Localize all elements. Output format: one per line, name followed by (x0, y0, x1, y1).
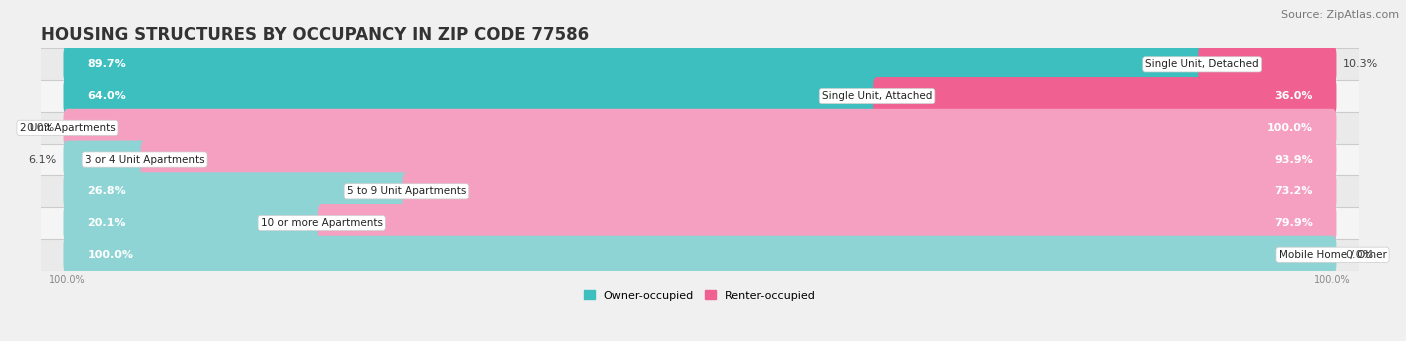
Bar (41, 48, 1358, 80)
Bar (41, 239, 1358, 271)
Bar (41, 175, 1358, 207)
FancyBboxPatch shape (63, 140, 149, 179)
Text: 6.1%: 6.1% (28, 154, 56, 165)
Text: 3 or 4 Unit Apartments: 3 or 4 Unit Apartments (84, 154, 204, 165)
Text: 10.3%: 10.3% (1343, 59, 1378, 69)
Text: 0.0%: 0.0% (25, 123, 55, 133)
Text: 64.0%: 64.0% (87, 91, 127, 101)
Text: 20.1%: 20.1% (87, 218, 125, 228)
Text: 10 or more Apartments: 10 or more Apartments (260, 218, 382, 228)
FancyBboxPatch shape (63, 77, 882, 115)
Bar (41, 144, 1358, 175)
FancyBboxPatch shape (63, 236, 1337, 274)
Text: HOUSING STRUCTURES BY OCCUPANCY IN ZIP CODE 77586: HOUSING STRUCTURES BY OCCUPANCY IN ZIP C… (41, 26, 589, 44)
FancyBboxPatch shape (63, 45, 1206, 84)
Text: 73.2%: 73.2% (1274, 186, 1313, 196)
Text: Mobile Home / Other: Mobile Home / Other (1278, 250, 1386, 260)
FancyBboxPatch shape (141, 140, 1337, 179)
FancyBboxPatch shape (873, 77, 1337, 115)
Legend: Owner-occupied, Renter-occupied: Owner-occupied, Renter-occupied (579, 286, 821, 305)
Bar (41, 80, 1358, 112)
Text: 93.9%: 93.9% (1274, 154, 1313, 165)
Text: 100.0%: 100.0% (87, 250, 134, 260)
FancyBboxPatch shape (1198, 45, 1337, 84)
Bar (41, 207, 1358, 239)
Text: Source: ZipAtlas.com: Source: ZipAtlas.com (1281, 10, 1399, 20)
Text: 79.9%: 79.9% (1274, 218, 1313, 228)
FancyBboxPatch shape (63, 109, 1337, 147)
Text: 0.0%: 0.0% (1346, 250, 1374, 260)
Text: Single Unit, Detached: Single Unit, Detached (1146, 59, 1258, 69)
FancyBboxPatch shape (63, 204, 326, 242)
Text: 100.0%: 100.0% (1267, 123, 1313, 133)
Text: 26.8%: 26.8% (87, 186, 127, 196)
FancyBboxPatch shape (63, 172, 411, 210)
Text: 2 Unit Apartments: 2 Unit Apartments (20, 123, 115, 133)
Text: Single Unit, Attached: Single Unit, Attached (823, 91, 932, 101)
Text: 89.7%: 89.7% (87, 59, 127, 69)
FancyBboxPatch shape (318, 204, 1337, 242)
Text: 5 to 9 Unit Apartments: 5 to 9 Unit Apartments (347, 186, 467, 196)
Text: 36.0%: 36.0% (1274, 91, 1313, 101)
FancyBboxPatch shape (402, 172, 1337, 210)
Bar (41, 112, 1358, 144)
